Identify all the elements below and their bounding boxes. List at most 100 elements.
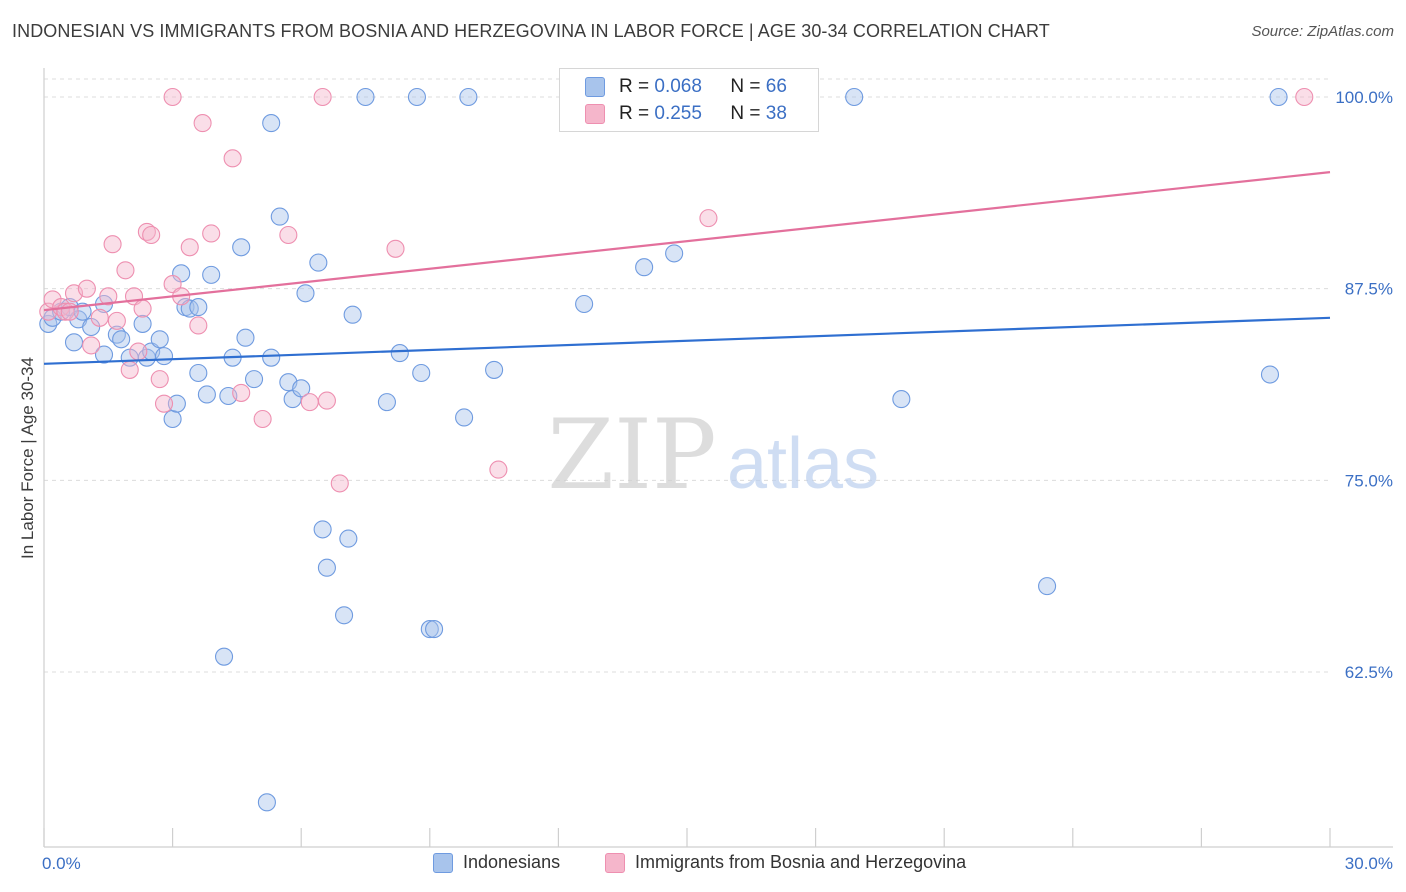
- point-bosnia: [142, 225, 161, 245]
- point-indonesians: [425, 620, 444, 639]
- point-indonesians: [575, 294, 594, 314]
- point-indonesians: [459, 87, 478, 107]
- point-indonesians: [262, 114, 281, 133]
- point-indonesians: [150, 330, 169, 349]
- y-tick-label: 87.5%: [1345, 280, 1393, 299]
- point-indonesians: [343, 305, 362, 324]
- point-indonesians: [665, 244, 684, 263]
- legend-r-value: 0.068: [654, 76, 702, 97]
- point-indonesians: [112, 330, 131, 349]
- point-indonesians: [64, 333, 84, 352]
- point-indonesians: [356, 87, 375, 107]
- point-indonesians: [309, 253, 328, 272]
- chart-title: INDONESIAN VS IMMIGRANTS FROM BOSNIA AND…: [12, 21, 1050, 41]
- point-indonesians: [262, 348, 281, 367]
- point-indonesians: [485, 360, 504, 379]
- point-bosnia: [317, 391, 336, 410]
- point-bosnia: [133, 299, 152, 318]
- point-bosnia: [82, 336, 101, 355]
- point-indonesians: [133, 314, 152, 333]
- point-indonesians: [455, 408, 474, 427]
- point-indonesians: [377, 393, 396, 412]
- point-indonesians: [244, 370, 264, 389]
- x-tick-label: 0.0%: [42, 854, 81, 873]
- point-bosnia: [103, 235, 122, 254]
- point-indonesians: [296, 284, 315, 303]
- legend-swatch-bosnia: [585, 104, 605, 124]
- legend-label-bosnia: Immigrants from Bosnia and Herzegovina: [635, 852, 967, 872]
- legend-r-value: 0.255: [654, 103, 702, 124]
- point-bosnia: [116, 261, 135, 280]
- point-bosnia: [300, 393, 319, 412]
- point-indonesians: [189, 363, 208, 383]
- trend-lines: [43, 171, 1331, 365]
- series-legend: Indonesians Immigrants from Bosnia and H…: [0, 852, 1406, 878]
- point-indonesians: [167, 394, 186, 413]
- legend-row-indonesians: R = 0.068 N = 66: [585, 75, 787, 99]
- correlation-legend: R = 0.068 N = 66 R = 0.255 N = 38: [559, 68, 819, 132]
- point-bosnia: [313, 87, 332, 107]
- watermark: ZIP atlas: [547, 399, 879, 511]
- legend-n-value: 38: [765, 103, 787, 124]
- point-bosnia: [154, 394, 174, 413]
- point-indonesians: [407, 87, 426, 107]
- legend-r-label: R =: [619, 76, 650, 97]
- trend-line-indonesians: [43, 316, 1331, 365]
- point-bosnia: [99, 287, 118, 306]
- y-tick-label: 62.5%: [1345, 663, 1393, 682]
- point-bosnia: [163, 275, 182, 294]
- gridlines: [44, 78, 1330, 673]
- point-bosnia: [232, 383, 251, 402]
- point-indonesians: [412, 363, 431, 383]
- point-indonesians: [892, 390, 911, 409]
- legend-r-label: R =: [619, 103, 650, 124]
- point-bosnia: [120, 360, 139, 379]
- point-indonesians: [420, 620, 439, 639]
- point-indonesians: [270, 207, 289, 226]
- point-indonesians: [390, 344, 409, 363]
- point-indonesians: [335, 606, 354, 625]
- y-tick-label: 100.0%: [1335, 88, 1393, 107]
- point-indonesians: [94, 345, 114, 364]
- point-bosnia: [77, 279, 96, 298]
- point-indonesians: [236, 328, 255, 347]
- point-indonesians: [232, 238, 251, 257]
- watermark-atlas: atlas: [727, 424, 879, 504]
- point-bosnia: [223, 149, 242, 168]
- point-bosnia: [129, 342, 148, 361]
- point-bosnia: [180, 238, 199, 257]
- point-indonesians: [197, 385, 216, 404]
- point-indonesians: [292, 379, 311, 398]
- point-indonesians: [1269, 87, 1288, 107]
- point-indonesians: [339, 529, 358, 548]
- point-bosnia: [193, 114, 212, 133]
- point-indonesians: [163, 409, 182, 429]
- point-bosnia: [699, 209, 718, 228]
- legend-item-bosnia: Immigrants from Bosnia and Herzegovina: [605, 852, 966, 873]
- point-indonesians: [317, 558, 336, 577]
- point-bosnia: [489, 460, 508, 479]
- point-indonesians: [1038, 577, 1057, 596]
- point-bosnia: [189, 316, 208, 335]
- point-bosnia: [279, 225, 298, 245]
- data-points: [39, 87, 1314, 812]
- x-tick-label: 30.0%: [1345, 854, 1393, 873]
- y-tick-label: 75.0%: [1345, 471, 1393, 490]
- point-indonesians: [202, 265, 221, 284]
- point-indonesians: [313, 520, 332, 539]
- axes: [43, 68, 1393, 848]
- point-indonesians: [154, 347, 174, 366]
- point-bosnia: [150, 370, 169, 389]
- watermark-zip: ZIP: [547, 399, 716, 511]
- legend-swatch-indonesians: [585, 77, 605, 97]
- point-bosnia: [163, 87, 182, 107]
- point-bosnia: [330, 474, 349, 493]
- point-bosnia: [90, 308, 109, 327]
- source-note: Source: ZipAtlas.com: [1251, 23, 1394, 40]
- point-bosnia: [107, 311, 126, 330]
- legend-n-label: N =: [730, 103, 761, 124]
- point-indonesians: [845, 87, 864, 107]
- trend-line-bosnia: [43, 171, 1331, 312]
- legend-row-bosnia: R = 0.255 N = 38: [585, 102, 787, 126]
- tick-labels: 62.5% 75.0% 87.5% 100.0% 0.0% 30.0%: [42, 88, 1393, 873]
